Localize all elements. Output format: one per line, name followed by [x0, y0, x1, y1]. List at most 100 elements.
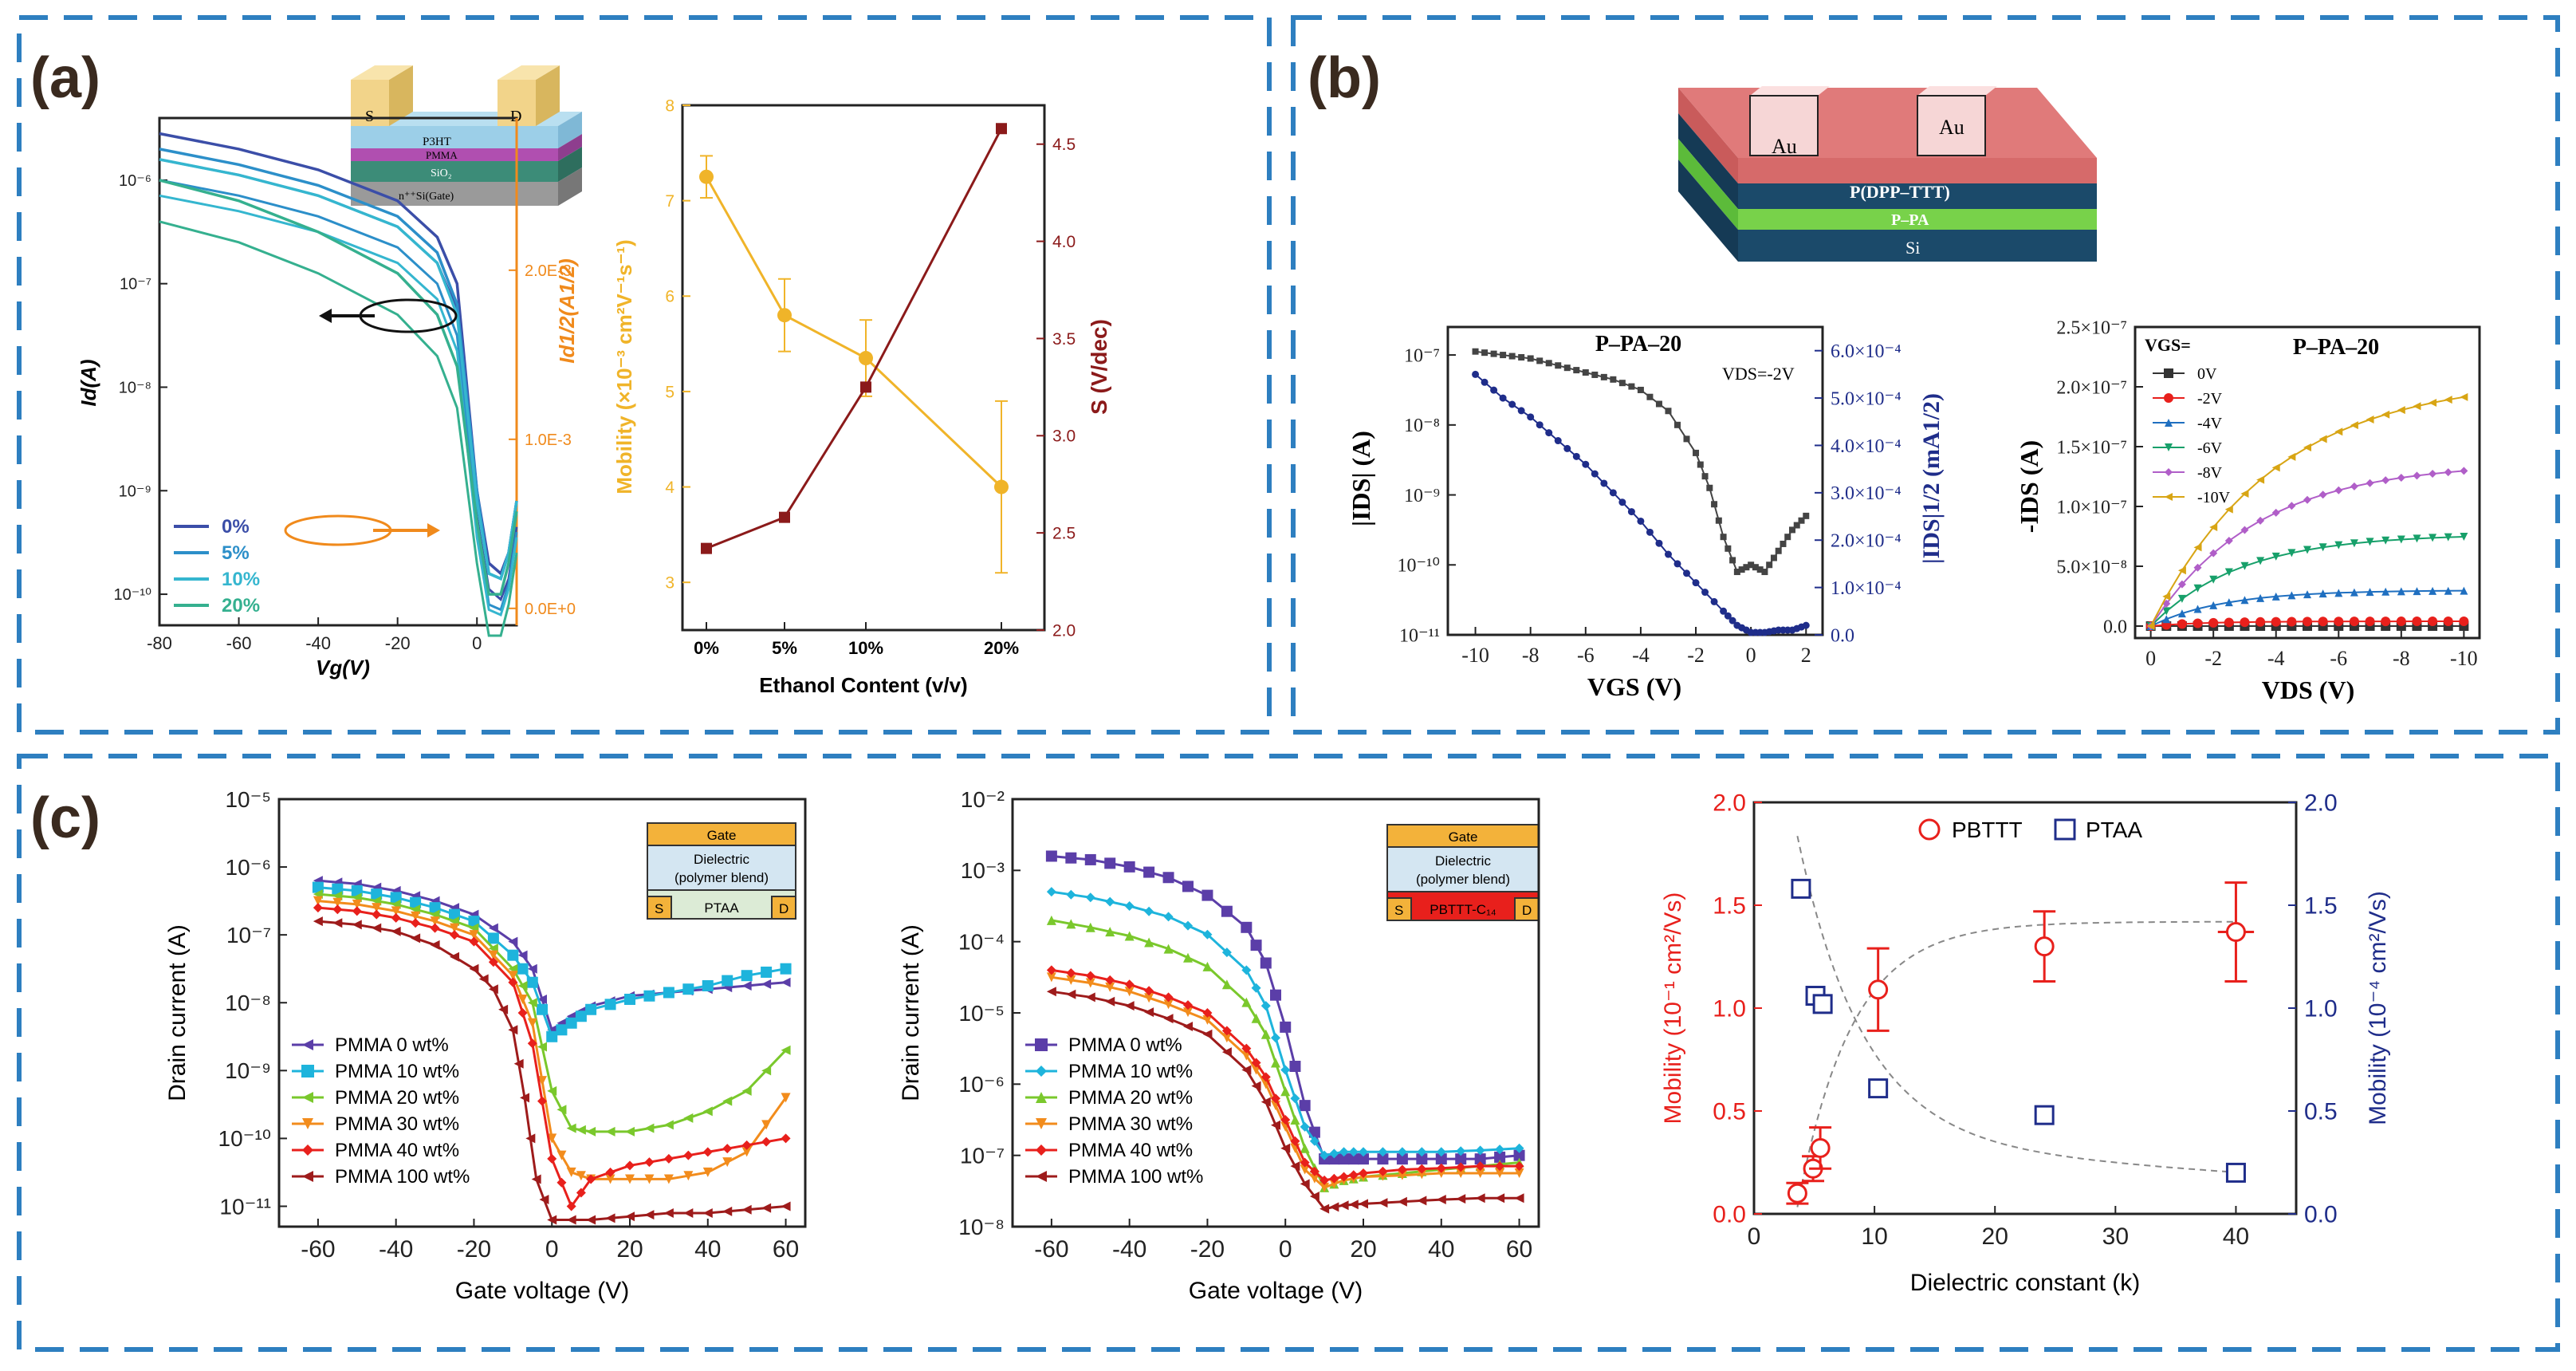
b1-current-point: [1637, 386, 1644, 393]
a2-x-tick-label: 20%: [984, 638, 1019, 658]
c1-series-point: [411, 933, 421, 944]
c1-series-point: [488, 957, 498, 967]
b1-sqrt-point: [1591, 470, 1599, 478]
device-a-drain: D: [510, 108, 521, 125]
c2-series-point: [1144, 993, 1154, 1003]
a2-mobility-point: [994, 479, 1009, 494]
c2-series-point: [1202, 1008, 1213, 1018]
c1-series-point: [586, 1174, 596, 1184]
b1-current-point: [1761, 569, 1768, 576]
b1-current-point: [1738, 566, 1745, 573]
c1-series-point: [469, 936, 479, 947]
y-tick-label: 1.0×10⁻⁷: [2056, 497, 2127, 518]
b1-current-point: [1545, 360, 1552, 367]
b2-title: P–PA–20: [2293, 335, 2379, 360]
x-tick-label: 40: [1428, 1236, 1454, 1263]
c2-series-point: [1300, 1121, 1310, 1132]
c1-series-point: [605, 1167, 615, 1177]
b2-series-point: [2256, 516, 2265, 525]
b2-series-point: [2318, 617, 2328, 627]
c1-series-point: [741, 1140, 752, 1150]
b2-series-point: [2397, 474, 2405, 483]
b1-sqrt-point: [1728, 617, 1736, 624]
x-tick-label: -60: [226, 633, 252, 653]
c1-series-point: [566, 1167, 576, 1177]
c2-series-point: [1495, 1193, 1505, 1204]
c1-series-point: [498, 1004, 509, 1014]
b1-current-point: [1697, 461, 1704, 468]
c2-series-point: [1417, 1169, 1427, 1180]
x-tick-label: 0: [472, 633, 482, 653]
b2-series-point: [2429, 586, 2437, 595]
c2-series-point: [1475, 1193, 1485, 1204]
b1-current-point: [1582, 369, 1589, 376]
c1-series-point: [781, 1045, 791, 1055]
b2-series-point: [2429, 398, 2437, 407]
b2-x-label: VDS (V): [2262, 676, 2354, 704]
c1-series-point: [508, 936, 518, 947]
c2-series-point: [1124, 931, 1135, 941]
c1-series-point: [625, 1211, 635, 1222]
y-tick-label: 10⁻³: [961, 858, 1005, 883]
b2-series-point: [2334, 589, 2343, 597]
b1-sqrt-point: [1637, 517, 1645, 525]
c1-legend-label: PMMA 10 wt%: [335, 1061, 459, 1082]
device-schematic-a: S D P3HT PMMA SiO₂ n⁺⁺Si(Gate): [351, 65, 582, 206]
c3-pbttt-point: [2034, 936, 2055, 957]
x-tick-label: -8: [2393, 647, 2410, 670]
c2-series-point: [1319, 1150, 1330, 1160]
c2-series-point: [1319, 1175, 1330, 1185]
x-tick-label: -20: [457, 1236, 491, 1263]
a2-axes-box: [681, 104, 1046, 632]
y-tick-label: 5.0×10⁻⁸: [2056, 557, 2127, 577]
c2-series-point: [1339, 1200, 1349, 1211]
c3-ptaa-point: [1791, 878, 1811, 899]
c2-series-point: [1241, 997, 1252, 1007]
c2-series-point: [1251, 1013, 1261, 1023]
c3-legend-marker: [1918, 818, 1941, 841]
b2-series-point: [2162, 592, 2171, 601]
inset-c1-dielectric-note: (polymer blend): [674, 870, 769, 885]
b1-sqrt-point: [1481, 378, 1489, 386]
c1-series-point: [527, 998, 537, 1008]
c2-series-point: [1221, 1033, 1232, 1043]
c1-series-point: [702, 1167, 713, 1177]
c1-series-point: [513, 1058, 524, 1069]
x-tick-label: 60: [773, 1236, 799, 1263]
b1-current-point: [1600, 373, 1607, 380]
x-tick-label: -8: [1522, 644, 1540, 667]
a2-s-point: [701, 542, 712, 554]
device-schematic-c2: Gate Dielectric (polymer blend) S PBTTT-…: [1386, 824, 1540, 921]
c2-series-point: [1280, 1021, 1292, 1033]
c2-series-point: [1300, 1157, 1310, 1168]
b1-current-point: [1803, 512, 1810, 519]
c1-series-point: [604, 999, 616, 1011]
y-tick-label: 10⁻²: [961, 787, 1005, 812]
b2-series-point: [2193, 543, 2202, 552]
b2-legend-label: -10V: [2197, 489, 2231, 506]
c1-series-point: [702, 1147, 713, 1157]
b1-y-label: |IDS| (A): [1347, 431, 1375, 526]
a1-series-sqrt-20%: [159, 220, 518, 637]
y-tick-label: 10⁻⁵: [225, 787, 271, 812]
c1-series-point: [644, 1210, 655, 1220]
a2-x-label: Ethanol Content (v/v): [759, 673, 967, 697]
c2-series-point: [1436, 1195, 1446, 1205]
c2-series-point: [1456, 1146, 1466, 1156]
c2-legend-label: PMMA 10 wt%: [1068, 1061, 1193, 1082]
b2-series-point: [2444, 533, 2452, 542]
c2-series-point: [1378, 1147, 1388, 1157]
b1-current-point: [1743, 564, 1750, 571]
c2-legend-marker: [1035, 1038, 1048, 1051]
c2-series-point: [1495, 1144, 1505, 1155]
a2-mobility-point: [859, 351, 873, 366]
c1-series-point: [547, 1153, 557, 1164]
b1-current-point: [1770, 554, 1777, 561]
a2-s-line: [706, 128, 1003, 550]
c1-series-point: [644, 1123, 655, 1133]
c2-series-point: [1319, 1204, 1330, 1214]
c2-series-point: [1085, 971, 1095, 981]
b2-series-point: [2287, 591, 2296, 600]
c1-series-point: [605, 1174, 615, 1184]
b2-series-point: [2240, 596, 2249, 605]
